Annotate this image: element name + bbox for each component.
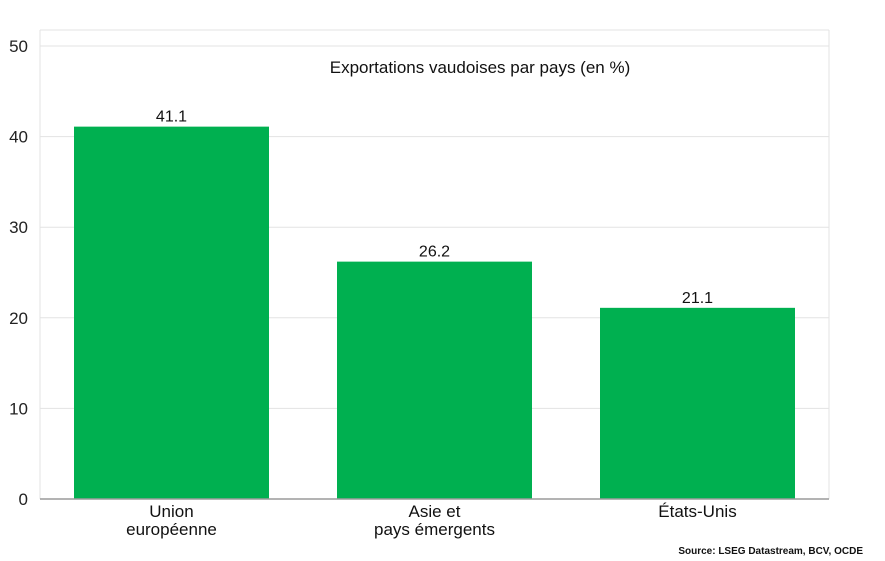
bar bbox=[74, 126, 269, 499]
data-label: 41.1 bbox=[156, 109, 187, 126]
y-tick-label: 40 bbox=[9, 128, 28, 147]
y-tick-label: 0 bbox=[19, 490, 28, 509]
x-tick-label: États-Unis bbox=[658, 502, 736, 521]
x-tick-label: Union européenne bbox=[126, 502, 217, 539]
bars bbox=[74, 126, 795, 499]
data-labels: 41.1 26.2 21.1 bbox=[156, 109, 713, 307]
data-label: 26.2 bbox=[419, 244, 450, 261]
bar bbox=[600, 307, 795, 499]
y-tick-label: 10 bbox=[9, 399, 28, 418]
chart-title: Exportations vaudoises par pays (en %) bbox=[330, 58, 631, 77]
bar bbox=[337, 261, 532, 499]
y-tick-label: 20 bbox=[9, 309, 28, 328]
x-tick-label: Asie et pays émergents bbox=[374, 502, 495, 539]
data-label: 21.1 bbox=[682, 290, 713, 307]
y-tick-label: 50 bbox=[9, 37, 28, 56]
y-axis-ticks: 0 10 20 30 40 50 bbox=[9, 37, 28, 509]
y-tick-label: 30 bbox=[9, 218, 28, 237]
source-note: Source: LSEG Datastream, BCV, OCDE bbox=[678, 546, 863, 557]
x-axis-labels: Union européenne Asie et pays émergents État… bbox=[126, 502, 737, 539]
